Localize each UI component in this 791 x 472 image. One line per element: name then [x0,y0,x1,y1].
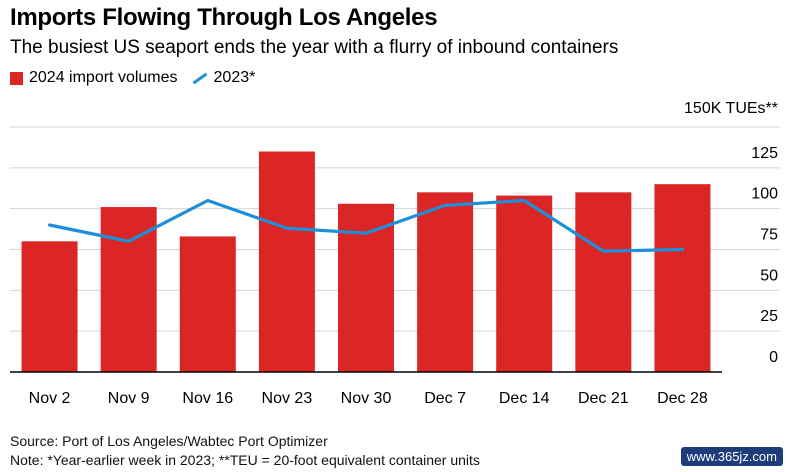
y-tick-label: 75 [760,227,778,244]
series-line-2023 [47,198,685,253]
legend: 2024 import volumes 2023* [10,69,269,87]
x-tick-label: Dec 7 [424,390,466,407]
x-tick-label: Nov 2 [29,390,71,407]
legend-item-bars: 2024 import volumes [10,69,178,87]
x-tick-label: Dec 14 [499,390,550,407]
x-tick-label: Nov 23 [262,390,313,407]
y-axis-label: 150K TUEs** [684,100,778,117]
y-tick-label: 50 [760,267,778,284]
x-tick-label: Dec 28 [657,390,708,407]
x-tick-label: Nov 16 [182,390,233,407]
bar [21,241,78,372]
x-tick-label: Nov 30 [341,390,392,407]
bar [179,236,236,372]
bar [100,207,157,372]
legend-bar-swatch [10,71,23,85]
x-tick-label: Nov 9 [108,390,150,407]
legend-item-line: 2023* [192,69,256,87]
bar [496,195,553,372]
legend-line-label: 2023* [213,69,256,86]
x-tick-label: Dec 21 [578,390,629,407]
y-tick-label: 100 [751,186,778,203]
legend-bar-label: 2024 import volumes [29,69,178,86]
chart-subtitle: The busiest US seaport ends the year wit… [10,37,619,58]
y-tick-label: 0 [769,349,778,366]
watermark: www.365jz.com [680,447,783,466]
bar [654,184,711,372]
bar [258,151,315,372]
chart-title: Imports Flowing Through Los Angeles [10,4,438,31]
bar [575,192,632,372]
y-tick-label: 25 [760,308,778,325]
y-tick-label: 125 [751,145,778,162]
bar [417,192,474,372]
footnote: Note: *Year-earlier week in 2023; **TEU … [10,452,480,468]
bar [338,203,394,372]
source-note: Source: Port of Los Angeles/Wabtec Port … [10,433,328,449]
